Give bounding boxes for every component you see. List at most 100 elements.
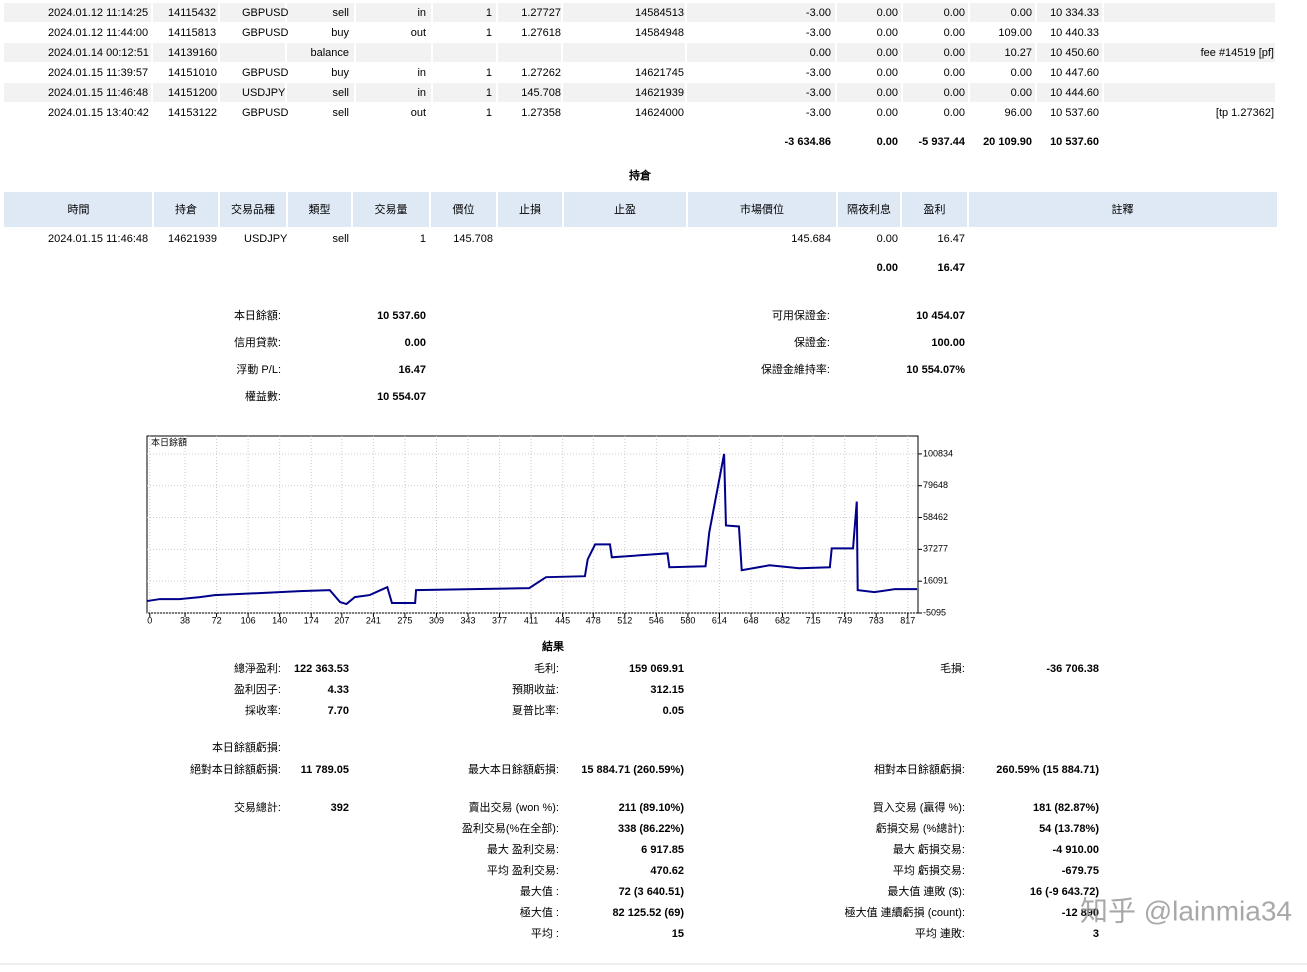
stat-label: 極大值 連續虧損 (count):	[845, 905, 965, 919]
row-cell-bg	[563, 83, 685, 102]
row-cell-bg	[903, 3, 968, 22]
deal-cell: 2024.01.14 00:12:51	[48, 47, 149, 59]
stat-label: 最大 虧損交易:	[893, 842, 965, 856]
x-tick-label: 817	[900, 615, 915, 625]
deal-cell: 1	[486, 87, 492, 99]
header-cell: 交易品種	[231, 202, 275, 216]
row-cell-bg	[433, 3, 496, 22]
deal-cell: 1	[486, 107, 492, 119]
row-cell-bg	[153, 83, 218, 102]
position-total: 0.00	[877, 262, 898, 274]
stat-label: 最大值 :	[520, 884, 559, 898]
stat-value: 312.15	[650, 684, 684, 696]
section-title: 持倉	[629, 168, 652, 182]
deal-cell: 10 444.60	[1050, 87, 1099, 99]
deal-cell: fee #14519 [pf]	[1201, 47, 1274, 59]
row-cell-bg	[356, 43, 431, 62]
row-cell-bg	[356, 83, 431, 102]
x-tick-label: 580	[680, 615, 695, 625]
x-tick-label: 140	[272, 615, 287, 625]
stat-label: 虧損交易 (%總計):	[876, 821, 965, 835]
stat-label: 盈利因子:	[234, 683, 281, 696]
deal-cell: GBPUSD	[242, 27, 289, 39]
stat-value: 6 917.85	[641, 844, 684, 856]
stat-label: 最大值 連敗 ($):	[887, 884, 965, 898]
row-cell-bg	[970, 3, 1035, 22]
summary-label: 可用保證金:	[772, 308, 830, 322]
deal-cell: 10 450.60	[1050, 47, 1099, 59]
y-tick-label: 37277	[923, 544, 948, 554]
stat-label: 總淨盈利:	[234, 661, 281, 675]
position-cell: 0.00	[877, 233, 898, 245]
stat-label: 毛利:	[534, 662, 559, 675]
deal-cell: GBPUSD	[242, 107, 289, 119]
x-tick-label: 749	[837, 615, 852, 625]
x-tick-label: 682	[775, 615, 790, 625]
deal-cell: 14139160	[168, 47, 217, 59]
header-cell: 時間	[68, 203, 90, 216]
stat-label: 最大本日餘額虧損:	[468, 762, 559, 776]
row-cell-bg	[4, 3, 151, 22]
deal-cell: 0.00	[1011, 7, 1032, 19]
deal-cell: balance	[310, 47, 349, 59]
x-tick-label: 411	[524, 615, 538, 625]
row-cell-bg	[970, 43, 1035, 62]
deal-total: -5 937.44	[919, 136, 966, 148]
stat-value: 82 125.52 (69)	[612, 907, 684, 919]
stat-value: -12 890	[1062, 907, 1099, 919]
x-tick-label: 174	[304, 615, 319, 625]
header-cell: 註釋	[1112, 203, 1134, 216]
x-tick-label: 0	[147, 615, 152, 625]
summary-label: 本日餘額:	[234, 308, 281, 322]
header-cell: 價位	[453, 202, 475, 216]
deal-cell: -3.00	[806, 7, 831, 19]
row-cell-bg	[498, 43, 561, 62]
stat-value: 470.62	[650, 865, 684, 877]
y-tick-label: 16091	[923, 576, 948, 586]
deal-cell: 0.00	[877, 27, 898, 39]
x-tick-label: 445	[555, 615, 570, 625]
deal-cell: 0.00	[944, 27, 965, 39]
stat-label: 採收率:	[245, 703, 281, 717]
row-cell-bg	[153, 43, 218, 62]
deal-cell: -3.00	[806, 107, 831, 119]
deal-cell: 0.00	[944, 7, 965, 19]
row-cell-bg	[220, 43, 285, 62]
stat-label: 極大值 :	[520, 905, 559, 919]
deal-cell: 0.00	[1011, 67, 1032, 79]
summary-value: 10 554.07	[377, 391, 426, 403]
summary-value: 10 554.07%	[906, 364, 965, 376]
y-tick-label: 58462	[923, 512, 948, 522]
deal-cell: 10 334.33	[1050, 7, 1099, 19]
x-tick-label: 241	[366, 615, 381, 625]
row-cell-bg	[498, 83, 561, 102]
deal-cell: 14624000	[635, 107, 684, 119]
deal-cell: 1	[486, 7, 492, 19]
deal-cell: -3.00	[806, 67, 831, 79]
stat-value: 4.33	[328, 684, 349, 696]
stat-value: 159 069.91	[629, 663, 684, 675]
row-cell-bg	[356, 3, 431, 22]
deal-cell: buy	[331, 67, 349, 79]
deal-cell: 1	[486, 67, 492, 79]
deal-cell: 0.00	[877, 107, 898, 119]
deal-cell: 109.00	[998, 27, 1032, 39]
deal-cell: 2024.01.12 11:14:25	[48, 7, 148, 19]
stat-label: 平均 連敗:	[915, 926, 965, 940]
deal-total: -3 634.86	[785, 136, 831, 148]
deal-cell: [tp 1.27362]	[1216, 107, 1274, 119]
header-cell: 交易量	[375, 202, 408, 216]
y-tick-label: 79648	[923, 480, 948, 490]
row-cell-bg	[687, 3, 835, 22]
stat-value: -4 910.00	[1053, 844, 1099, 856]
deal-cell: 1.27727	[521, 7, 561, 19]
deal-cell: 10 537.60	[1050, 107, 1099, 119]
row-cell-bg	[1037, 3, 1102, 22]
row-cell-bg	[287, 43, 354, 62]
row-cell-bg	[837, 83, 901, 102]
stat-value: 15 884.71 (260.59%)	[581, 764, 684, 776]
position-cell: sell	[332, 233, 349, 245]
x-tick-label: 343	[461, 615, 476, 625]
plot-area	[146, 435, 919, 614]
stat-label: 交易總計:	[234, 800, 281, 814]
